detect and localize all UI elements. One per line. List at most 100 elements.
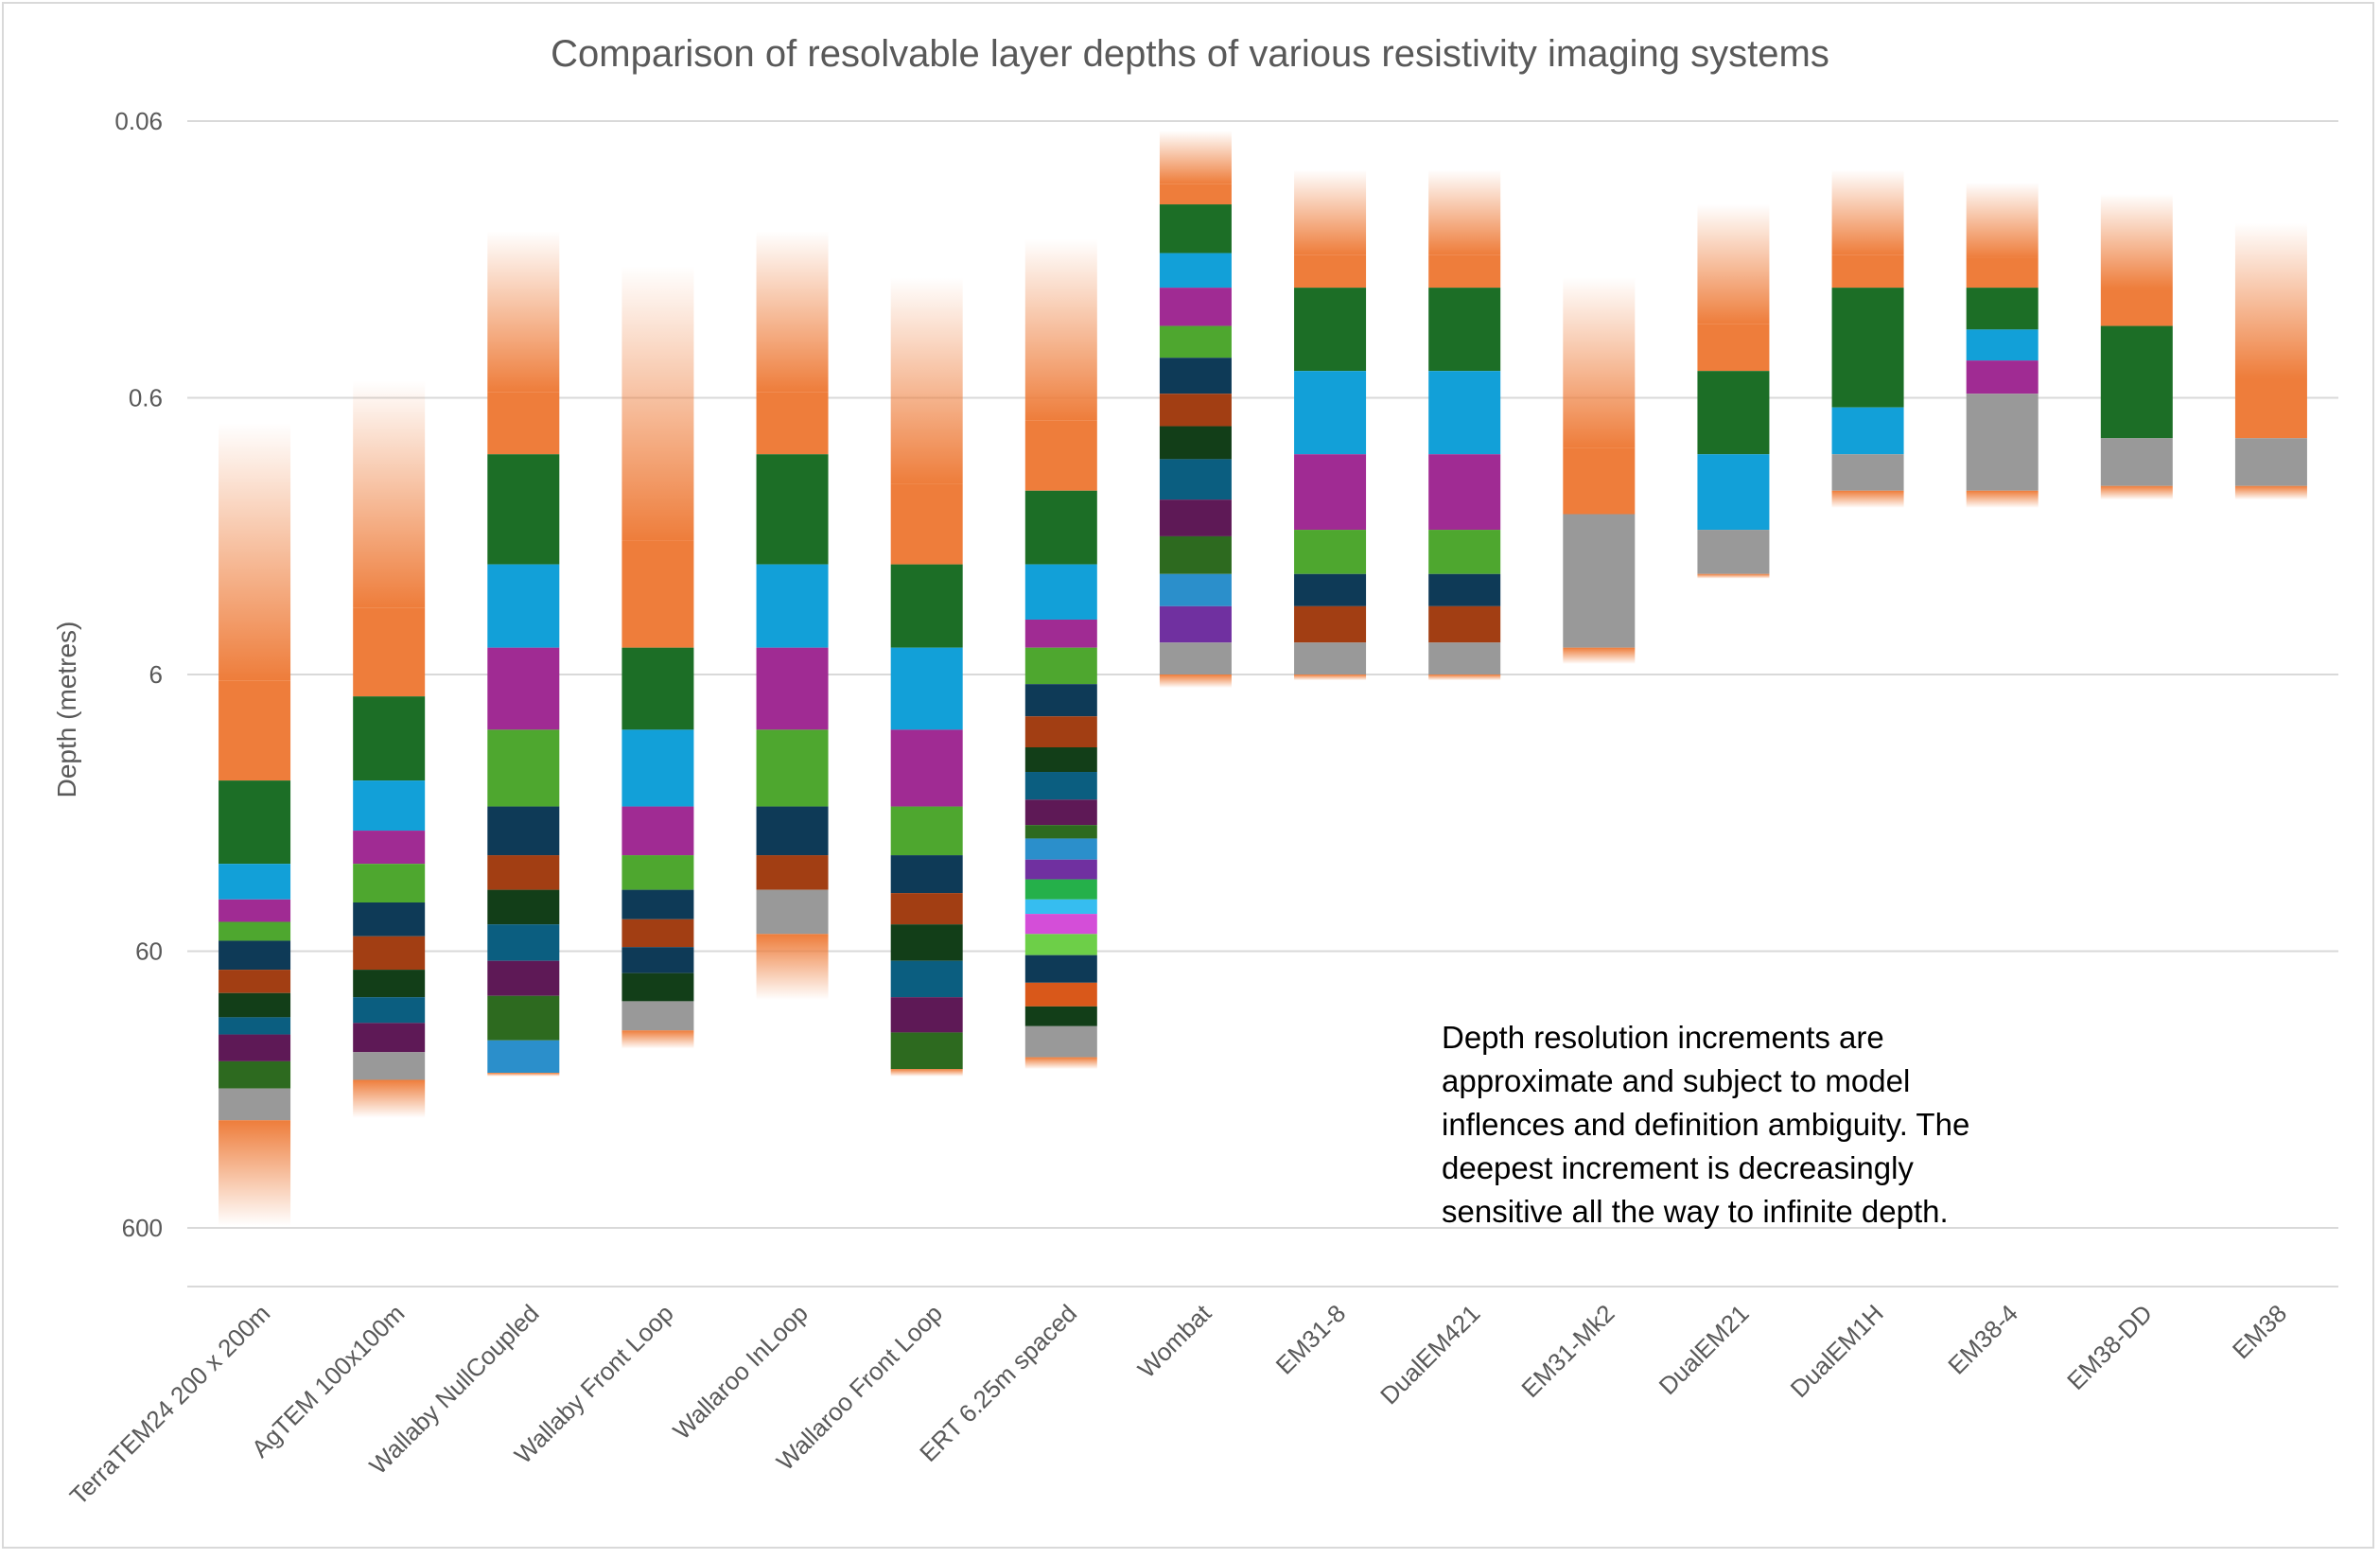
segment-navy [1294,573,1367,606]
segment-orange [353,607,426,697]
segment-light-green [1159,325,1232,359]
segment-magenta [1024,619,1097,648]
segment-fade-orange [1697,530,1770,574]
segment-blue [219,864,291,900]
segment-rust [621,919,694,948]
segment-teal [487,924,560,961]
segment-rust [1024,716,1097,747]
segment-pink [1024,914,1097,935]
y-axis-label: Depth (metres) [52,622,81,798]
segment-fade-bottom [890,1069,963,1077]
segment-green [1831,288,1904,408]
segment-teal [353,997,426,1024]
segment-fade-top [487,231,560,393]
segment-navy [1159,358,1232,394]
segment-fade-orange [1024,1025,1097,1058]
segment-orange [219,680,291,781]
segment-fade-top [353,380,426,608]
segment-dark-green [487,889,560,925]
segment-fade-top [756,231,829,393]
segment-orange [1563,447,1636,515]
bar-12 [1697,204,1770,579]
segment-plum [487,960,560,996]
segment-orange [1024,420,1097,491]
segment-green [1697,371,1770,455]
segment-light-green [219,921,291,941]
segment-light-green [487,729,560,807]
segment-fade-bottom [1159,674,1232,689]
segment-orange [487,392,560,455]
segment-fade-orange [756,889,829,935]
segment-sky [487,1040,560,1074]
segment-fade-bottom [1697,573,1770,579]
segment-light-green [1428,530,1501,574]
segment-fade-orange [2234,438,2307,486]
segment-rust [1428,605,1501,643]
segment-orange [621,540,694,648]
segment-blue [1831,407,1904,455]
segment-cyan [1024,899,1097,915]
segment-fade-bottom [2100,485,2173,500]
segment-rust [219,970,291,993]
segment-navy [621,889,694,920]
segment-fade-bottom [1294,674,1367,681]
segment-fade-orange [1428,642,1501,674]
segment-magenta [890,729,963,807]
segment-fade-bottom [1966,490,2039,508]
segment-fade-orange [1294,642,1367,674]
segment-plum [1159,499,1232,536]
segment-light-green [756,729,829,807]
segment-fade-bottom [1563,647,1636,664]
segment-teal [890,960,963,998]
segment-fade-top [1966,182,2039,258]
segment-light-green [1024,647,1097,685]
segment-teal [1024,772,1097,800]
segment-fade-bottom [487,1073,560,1077]
segment-olive [1159,535,1232,574]
segment-navy [1024,955,1097,983]
segment-fade-bottom [1831,490,1904,508]
segment-dark-green [353,970,426,998]
segment-navy [890,855,963,894]
bars [219,131,2307,1226]
segment-blue [621,729,694,807]
segment-rust [890,893,963,925]
segment-fade-top [1831,169,1904,255]
segment-blue [1428,371,1501,455]
segment-blue [1966,329,2039,361]
segment-navy [1428,573,1501,606]
segment-navy [219,940,291,971]
chart-title: Comparison of resolvable layer depths of… [551,33,1829,75]
segment-orange [1966,257,2039,289]
segment-green [353,696,426,781]
segment-blue [487,564,560,648]
y-tick-label: 0.06 [114,107,163,135]
segment-green [1294,288,1367,372]
segment-orange [1831,254,1904,289]
segment-orange [2234,377,2307,439]
segment-fade-orange [353,1052,426,1080]
bar-2 [353,380,426,1118]
segment-green [621,647,694,730]
bar-15 [2100,193,2173,500]
segment-rust [756,855,829,890]
segment-navy [353,902,426,937]
segment-rust [353,936,426,971]
segment-rust [1159,394,1232,427]
segment-sky [1024,838,1097,860]
segment-fade-orange [621,1001,694,1031]
segment-fade-top [890,277,963,484]
segment-fade-orange [1966,394,2039,491]
segment-fade-bottom [1428,674,1501,681]
segment-green [1428,288,1501,372]
segment-dark-green [621,972,694,1002]
bar-3 [487,231,560,1077]
bar-5 [756,231,829,1001]
segment-magenta [1294,454,1367,531]
segment-light-green [890,806,963,856]
segment-olive [219,1060,291,1089]
segment-teal [219,1017,291,1035]
segment-fade-top [1563,277,1636,448]
segment-light-green [353,864,426,902]
y-tick-label: 600 [122,1214,163,1242]
